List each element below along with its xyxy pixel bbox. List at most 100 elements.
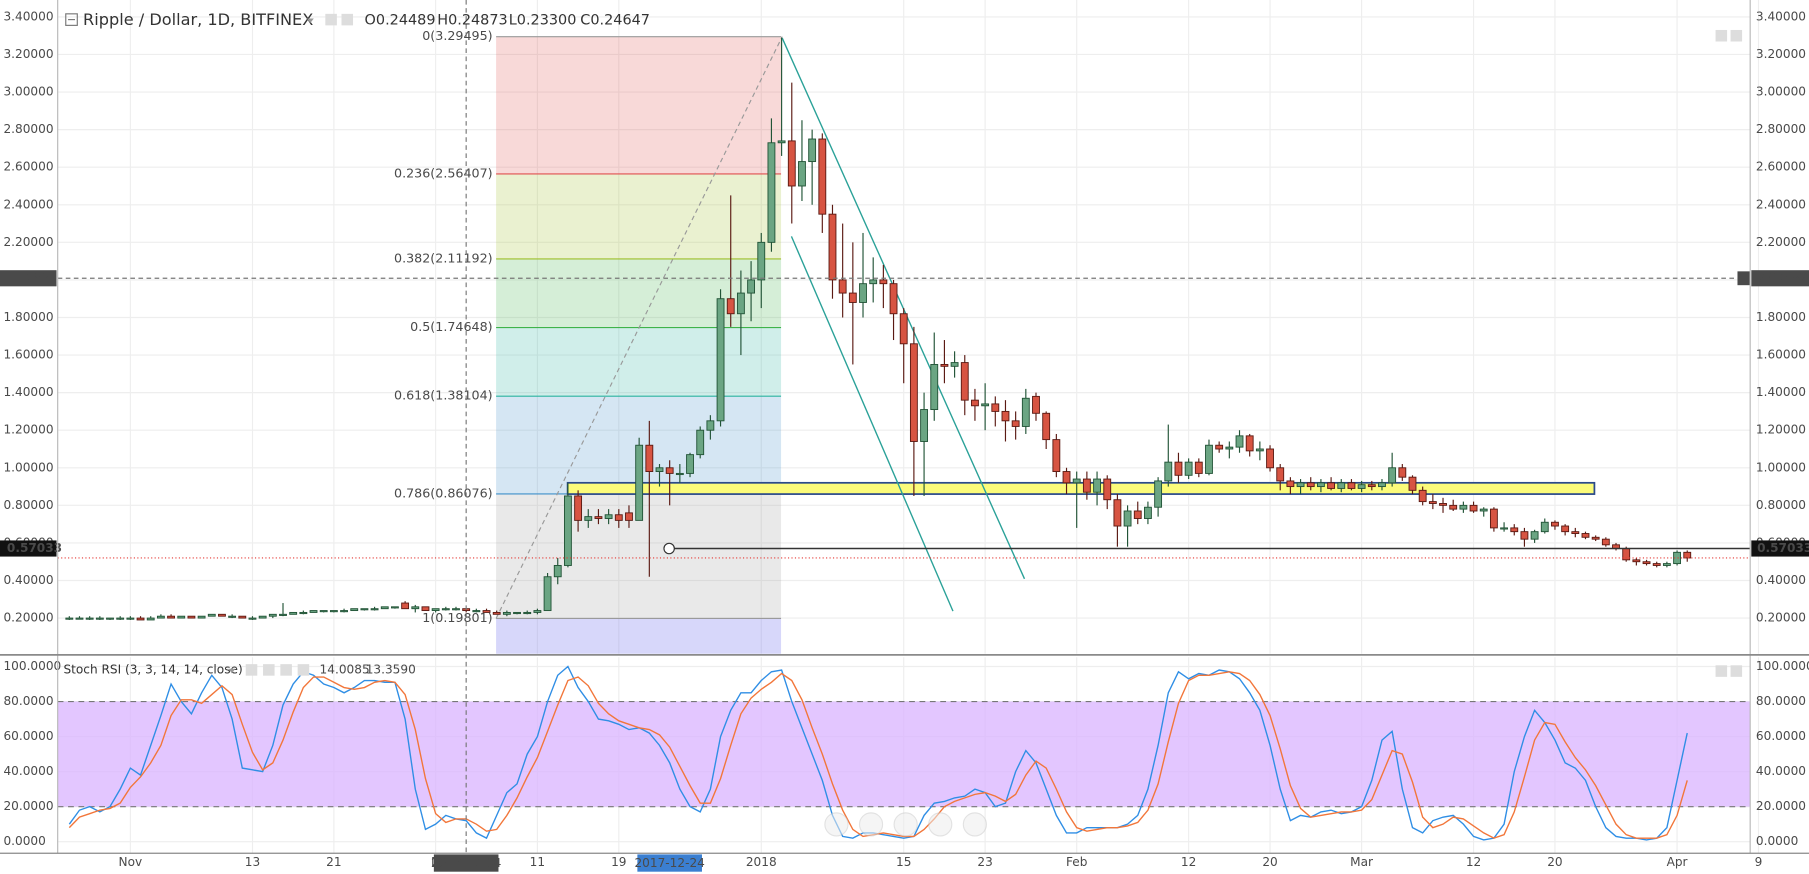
indicator-legend-k: 14.0085: [320, 662, 370, 676]
candle-body: [1062, 471, 1071, 484]
indicator-settings[interactable]: [245, 664, 258, 676]
scroll-right-button[interactable]: [962, 812, 987, 837]
symbol-menu-arrow[interactable]: [306, 18, 314, 24]
candle-body: [1601, 538, 1610, 546]
indicator-legend-d: 13.3590: [366, 662, 416, 676]
indicator-tick-label-left: 60.0000: [3, 729, 53, 743]
candle-body: [441, 608, 450, 611]
crosshair-add-button[interactable]: [1737, 271, 1751, 286]
candle-body: [472, 610, 481, 613]
candle-body: [1144, 506, 1152, 519]
candle-body: [411, 606, 420, 610]
y-tick-label-left: 3.40000: [3, 9, 53, 23]
candle-body: [1459, 504, 1468, 510]
candle-body: [1683, 551, 1692, 559]
candle-body: [1428, 501, 1437, 504]
candle-body: [940, 363, 949, 367]
candle-body: [1245, 435, 1254, 452]
candle-body: [268, 613, 277, 617]
indicator-more[interactable]: [297, 664, 310, 676]
candle-body: [553, 565, 562, 578]
candle-body: [1479, 508, 1488, 512]
indicator-remove[interactable]: [280, 664, 292, 676]
fib-zone: [496, 173, 782, 259]
y-tick-label-right: 1.20000: [1756, 423, 1806, 437]
indicator-hide[interactable]: [263, 664, 275, 676]
candle-body: [136, 617, 145, 621]
candle-body: [859, 283, 867, 303]
y-tick-label-right: 2.40000: [1756, 197, 1806, 211]
candle-body: [1327, 482, 1336, 489]
candle-body: [635, 444, 644, 521]
candle-body: [452, 608, 460, 611]
candle-body: [1164, 461, 1173, 482]
horizontal-line-handle[interactable]: [663, 542, 675, 555]
candle-body: [798, 161, 806, 187]
symbol-title: Ripple / Dollar, 1D, BITFINEX: [83, 10, 313, 29]
indicator-tick-label-left: 20.0000: [3, 799, 53, 813]
indicator-tick-label-right: 20.0000: [1756, 799, 1806, 813]
candle-body: [319, 610, 328, 613]
indicator-menu-arrow[interactable]: [228, 668, 236, 674]
x-tick-label: 20: [1547, 855, 1562, 869]
y-tick-label-right: 0.40000: [1756, 573, 1806, 587]
y-tick-label-right: 3.40000: [1756, 9, 1806, 23]
indicator-down-button[interactable]: [1730, 665, 1743, 677]
candle-body: [391, 606, 399, 609]
candle-body: [1082, 478, 1091, 493]
settings-icon[interactable]: [325, 13, 337, 26]
candle-body: [1378, 482, 1386, 488]
candle-body: [645, 444, 654, 473]
candle-body: [1266, 448, 1274, 469]
fib-trend-line: [495, 36, 783, 619]
crosshair-price-label-right: 2.00882: [1757, 271, 1807, 285]
x-tick-label: 9: [1755, 855, 1763, 869]
reset-button[interactable]: [893, 812, 918, 837]
indicator-title: Stoch RSI (3, 3, 14, 14, close): [63, 662, 242, 676]
candle-body: [1489, 508, 1498, 529]
pane-down-button[interactable]: [1730, 29, 1743, 42]
zoom-in-button[interactable]: [928, 812, 953, 837]
y-tick-label-right: 1.80000: [1756, 310, 1806, 324]
candle-body: [1052, 439, 1061, 473]
fib-level-label: 0.618(1.38104): [394, 388, 493, 403]
candle-body: [116, 617, 125, 620]
candle-body: [1032, 395, 1040, 414]
candle-body: [665, 467, 674, 474]
collapse-icon[interactable]: [65, 13, 78, 26]
candle-body: [828, 213, 837, 281]
y-tick-label-right: 2.60000: [1756, 160, 1806, 174]
candle-body: [421, 606, 430, 612]
y-tick-label-left: 2.60000: [3, 160, 53, 174]
candle-body: [1215, 444, 1224, 450]
candle-body: [238, 615, 247, 619]
candle-body: [65, 617, 74, 620]
candle-body: [655, 467, 664, 473]
candle-body: [126, 617, 135, 620]
candle-body: [1194, 461, 1203, 474]
candle-body: [1357, 484, 1366, 489]
candle-body: [1154, 480, 1163, 508]
scroll-left-button[interactable]: [824, 812, 849, 837]
indicator-up-button[interactable]: [1715, 665, 1728, 677]
candle-body: [848, 292, 857, 303]
candle-body: [879, 279, 888, 285]
y-tick-label-right: 2.20000: [1756, 235, 1806, 249]
x-tick-label: Mar: [1350, 855, 1373, 869]
candle-body: [1632, 559, 1641, 563]
hide-icon[interactable]: [341, 13, 354, 26]
candle-body: [1225, 446, 1234, 450]
candle-body: [1418, 489, 1427, 503]
candle-body: [1337, 482, 1346, 489]
candle-body: [1571, 531, 1580, 534]
fib-zone: [496, 36, 782, 174]
pane-up-button[interactable]: [1715, 29, 1728, 42]
x-tick-label: 2018: [746, 855, 777, 869]
candle-body: [309, 610, 318, 613]
candle-body: [106, 617, 114, 620]
y-tick-label-left: 1.80000: [3, 310, 53, 324]
zoom-out-button[interactable]: [858, 812, 884, 837]
candle-body: [1500, 527, 1509, 530]
candle-body: [889, 283, 898, 315]
candle-body: [1286, 480, 1295, 488]
